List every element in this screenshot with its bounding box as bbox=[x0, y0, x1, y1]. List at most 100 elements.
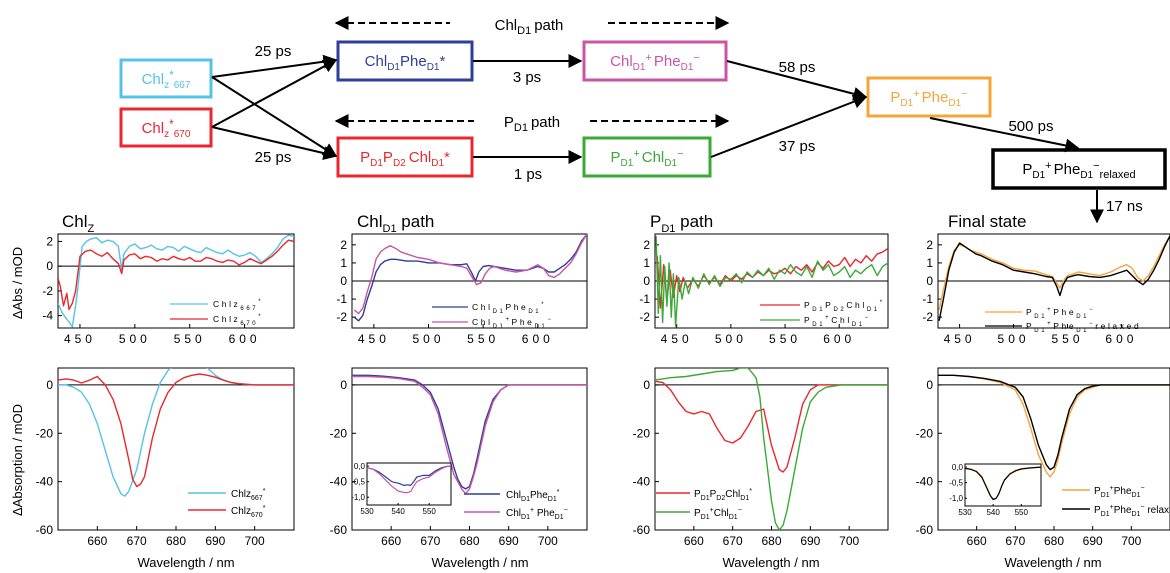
legend: ChlD1PheD1* ChlD1+PheD1− bbox=[432, 302, 551, 330]
y-tick-label: -2 bbox=[639, 310, 650, 324]
y-tick-label: 0 bbox=[340, 378, 347, 392]
y-tick-label: -0,5 bbox=[351, 478, 365, 487]
y-tick-label: -1,0 bbox=[949, 494, 963, 503]
state-chlphe: ChlD1PheD1* bbox=[336, 40, 474, 82]
legend: PD1PD2ChlD1* PD1+ChlD1− bbox=[656, 488, 752, 521]
panel-top-final: 450 500 550 600 2 1 0 -1 -2 bbox=[922, 233, 1170, 346]
svg-text:PD1PD2ChlD1*: PD1PD2ChlD1* bbox=[360, 149, 450, 169]
rate-label: 17 ns bbox=[1106, 198, 1143, 215]
y-tick-label: -20 bbox=[36, 426, 54, 440]
svg-text:PD1+PheD1−: PD1+PheD1− bbox=[1026, 307, 1095, 320]
x-tick-label: 450 bbox=[944, 332, 976, 346]
panel-bottom-chlpath: 660 670 680 690 700 0 -20 -40 -60 bbox=[330, 367, 588, 548]
x-tick-label: 550 bbox=[423, 507, 437, 516]
x-tick-label: 550 bbox=[769, 332, 801, 346]
top-y-axis-label: ΔAbs / mOD bbox=[10, 247, 25, 319]
y-tick-label: 2 bbox=[340, 238, 347, 252]
y-tick-label: -1 bbox=[639, 292, 650, 306]
x-tick-label: 670 bbox=[420, 534, 440, 548]
y-tick-label: 1 bbox=[643, 256, 650, 270]
y-tick-label: 2 bbox=[46, 234, 53, 248]
series-line bbox=[938, 374, 1170, 471]
rate-label: 3 ps bbox=[513, 69, 541, 86]
y-tick-label: -60 bbox=[330, 523, 348, 537]
reaction-scheme: ChlD1 path PD1 path Chlz*667 Chlz*670 ChlD… bbox=[119, 16, 1167, 224]
state-chlpheplus: ChlD1+ PheD1− bbox=[582, 40, 728, 82]
x-tick-label: 680 bbox=[166, 534, 186, 548]
x-tick-label: 660 bbox=[684, 534, 704, 548]
y-tick-label: -20 bbox=[330, 426, 348, 440]
series-line bbox=[938, 374, 1170, 478]
x-tick-label: 450 bbox=[661, 332, 693, 346]
svg-text:ChlD1+PheD1−: ChlD1+PheD1− bbox=[610, 52, 700, 73]
series-line bbox=[655, 368, 888, 530]
series-line bbox=[353, 234, 587, 315]
series-line bbox=[58, 368, 294, 497]
x-tick-label: 500 bbox=[412, 332, 444, 346]
x-tick-label: 600 bbox=[522, 332, 554, 346]
x-tick-label: 500 bbox=[998, 332, 1030, 346]
rate-label: 1 ps bbox=[514, 166, 542, 183]
y-tick-label: 0,0 bbox=[354, 462, 366, 471]
svg-text:Chlz*670: Chlz*670 bbox=[142, 117, 191, 140]
p-path-banner: PD1 path bbox=[334, 114, 730, 134]
y-tick-label: -1 bbox=[922, 292, 933, 306]
legend: PD1+PheD1− PD1+PheD1− relaxed bbox=[1062, 485, 1170, 518]
x-tick-label: 700 bbox=[538, 534, 558, 548]
y-tick-label: -60 bbox=[36, 523, 54, 537]
y-tick-label: -0,5 bbox=[949, 479, 963, 488]
legend: ChlD1PheD1* ChlD1+ PheD1− bbox=[464, 489, 568, 521]
x-tick-label: 550 bbox=[467, 332, 499, 346]
y-tick-label: 2 bbox=[926, 238, 933, 252]
svg-text:Chlz670*: Chlz670* bbox=[213, 314, 263, 327]
x-axis-label: Wavelength / nm bbox=[1004, 555, 1101, 570]
state-chlz667: Chlz*667 bbox=[119, 58, 213, 99]
series-line bbox=[58, 239, 294, 311]
y-tick-label: 0 bbox=[340, 274, 347, 288]
x-tick-label: 660 bbox=[381, 534, 401, 548]
x-tick-label: 700 bbox=[245, 534, 265, 548]
panel-title: Final state bbox=[948, 212, 1026, 231]
reaction-arrows bbox=[211, 54, 1104, 224]
x-tick-label: 540 bbox=[391, 507, 405, 516]
y-tick-label: 2 bbox=[643, 238, 650, 252]
series-line bbox=[367, 465, 451, 486]
panel-top-chlz: 450 500 550 600 2 0 -2 -4 bbox=[42, 233, 295, 346]
x-tick-label: 670 bbox=[127, 534, 147, 548]
panel-bottom-chlz: 660 670 680 690 700 0 -20 -40 -60 bbox=[36, 367, 295, 548]
inset-chlpath: 530 540 550 0,0 -0,5 -1,0 bbox=[351, 462, 452, 516]
bottom-y-axis-label: ΔAbsorption / mOD bbox=[10, 404, 25, 516]
x-tick-label: 600 bbox=[1105, 332, 1137, 346]
svg-text:Chlz667*: Chlz667* bbox=[213, 299, 263, 312]
legend: Chlz667* Chlz670* bbox=[170, 299, 263, 327]
x-tick-label: 540 bbox=[986, 508, 1000, 517]
x-tick-label: 680 bbox=[459, 534, 479, 548]
series-line bbox=[58, 234, 294, 328]
y-tick-label: -60 bbox=[916, 523, 934, 537]
series-line bbox=[938, 235, 1170, 311]
rate-label: 58 ps bbox=[779, 59, 816, 76]
panel-title: ChlZ bbox=[62, 212, 95, 235]
svg-text:PD1+ChlD1−: PD1+ChlD1− bbox=[694, 507, 742, 521]
inset-final: 530 540 550 0,0 -0,5 -1,0 bbox=[949, 463, 1042, 517]
y-tick-label: 0 bbox=[46, 259, 53, 273]
svg-text:ChlD1PheD1*: ChlD1PheD1* bbox=[506, 489, 560, 503]
svg-text:PD1+PheD1−relaxed: PD1+PheD1−relaxed bbox=[1026, 321, 1141, 334]
svg-text:PD1+ChlD1−: PD1+ChlD1− bbox=[611, 148, 684, 169]
state-pphe: PD1+ PheD1− bbox=[866, 76, 992, 118]
svg-text:PD1+PheD1−: PD1+PheD1− bbox=[890, 88, 967, 109]
x-axis-label: Wavelength / nm bbox=[722, 555, 819, 570]
x-tick-label: 690 bbox=[1083, 534, 1103, 548]
x-tick-label: 680 bbox=[1044, 534, 1064, 548]
x-tick-label: 660 bbox=[967, 534, 987, 548]
y-tick-label: 1 bbox=[340, 256, 347, 270]
series-line bbox=[938, 235, 1170, 321]
y-tick-label: -2 bbox=[922, 310, 933, 324]
panel-bottom-final: 660 670 680 690 700 0 -20 -40 -60 bbox=[916, 367, 1170, 548]
x-axis-label: Wavelength / nm bbox=[431, 555, 528, 570]
svg-text:ChlD1PheD1*: ChlD1PheD1* bbox=[472, 302, 546, 315]
svg-text:Chlz*667: Chlz*667 bbox=[142, 68, 191, 91]
y-tick-label: -40 bbox=[330, 475, 348, 489]
series-line bbox=[655, 235, 888, 327]
